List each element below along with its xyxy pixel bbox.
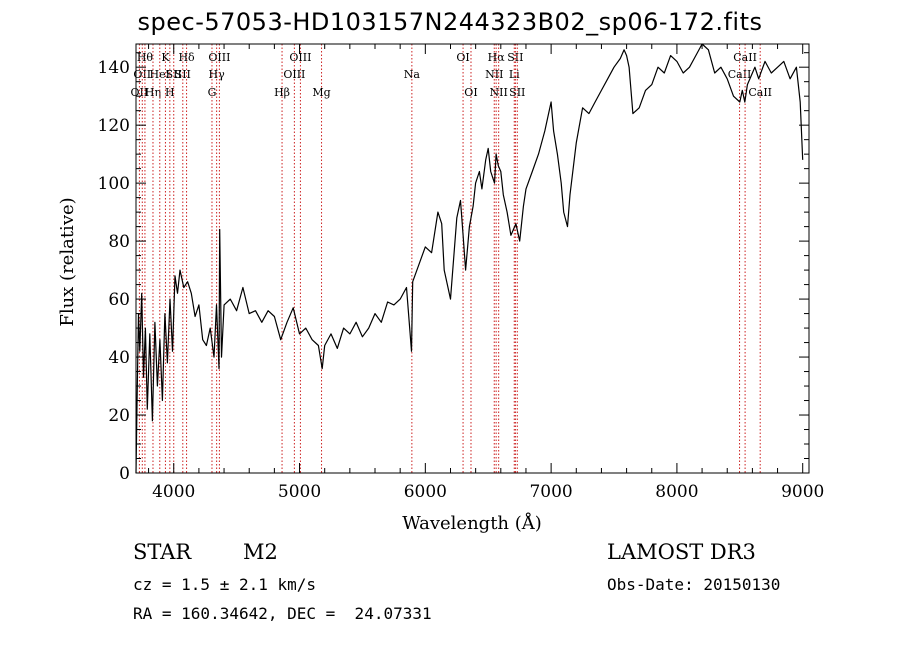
line-marker-label: H xyxy=(165,86,175,99)
obs-date: Obs-Date: 20150130 xyxy=(607,575,781,594)
axes xyxy=(135,43,810,474)
line-marker-label: Na xyxy=(404,68,421,81)
line-marker-label: NII xyxy=(490,86,508,99)
line-marker-label: Hη xyxy=(145,86,161,99)
line-marker-label: SII xyxy=(166,68,182,81)
y-tick-label: 0 xyxy=(119,464,130,484)
y-tick-label: 140 xyxy=(98,58,130,78)
x-tick-label: 5000 xyxy=(278,482,321,502)
line-marker-label: Hβ xyxy=(274,86,290,99)
line-marker-label: Hθ xyxy=(137,51,154,64)
redshift-cz: cz = 1.5 ± 2.1 km/s xyxy=(133,575,317,594)
line-marker-label: Li xyxy=(509,68,520,81)
line-marker-label: HeI xyxy=(150,68,170,81)
line-marker-label: OIII xyxy=(289,51,311,64)
line-marker-label: OI xyxy=(456,51,469,64)
tick-labels: 4000 5000 6000 7000 8000 9000 0 20 40 60 80 100 120 1… xyxy=(98,58,825,502)
line-marker-label: Hδ xyxy=(178,51,195,64)
y-tick-label: 80 xyxy=(108,232,130,252)
plot-frame xyxy=(135,43,810,474)
line-marker-label: SII xyxy=(175,68,191,81)
y-tick-label: 100 xyxy=(98,174,130,194)
chart-title: spec-57053-HD103157N244323B02_sp06-172.f… xyxy=(137,8,763,36)
line-marker-label: OII xyxy=(133,68,151,81)
line-marker-label: CaII xyxy=(748,86,772,99)
x-axis-label: Wavelength (Å) xyxy=(402,512,542,534)
line-marker-label: Hγ xyxy=(209,68,226,81)
subclass: M2 xyxy=(243,540,278,564)
spectrum-series xyxy=(135,43,804,474)
y-axis-label: Flux (relative) xyxy=(57,197,78,326)
line-marker-label: SII xyxy=(507,51,523,64)
y-tick-label: 60 xyxy=(108,290,130,310)
line-marker-label: OII xyxy=(131,86,149,99)
y-tick-label: 20 xyxy=(108,406,130,426)
x-tick-label: 4000 xyxy=(152,482,195,502)
y-tick-label: 120 xyxy=(98,116,130,136)
line-marker-label: G xyxy=(208,86,217,99)
object-class: STAR xyxy=(133,540,192,564)
line-marker-label: OI xyxy=(464,86,477,99)
line-marker-label: OIII xyxy=(283,68,305,81)
coordinates: RA = 160.34642, DEC = 24.07331 xyxy=(133,604,432,623)
y-tick-label: 40 xyxy=(108,348,130,368)
line-marker-label: NII xyxy=(485,68,503,81)
line-marker-label: OIII xyxy=(208,51,230,64)
x-tick-label: 9000 xyxy=(781,482,824,502)
x-tick-label: 8000 xyxy=(655,482,698,502)
line-marker-label: K xyxy=(161,51,170,64)
line-markers: OIIOIIHθHηHeIKHSIISIIHδGHγOIIIHβOIIIOIII… xyxy=(131,44,772,473)
line-marker-label: SII xyxy=(509,86,525,99)
line-marker-label: Mg xyxy=(312,86,330,99)
line-marker-label: CaII xyxy=(733,51,757,64)
line-marker-label: CaII xyxy=(728,68,752,81)
line-marker-label: Hα xyxy=(488,51,506,64)
x-tick-label: 6000 xyxy=(404,482,447,502)
x-tick-label: 7000 xyxy=(529,482,572,502)
spectrum-line xyxy=(135,43,804,474)
survey-name: LAMOST DR3 xyxy=(607,540,756,564)
